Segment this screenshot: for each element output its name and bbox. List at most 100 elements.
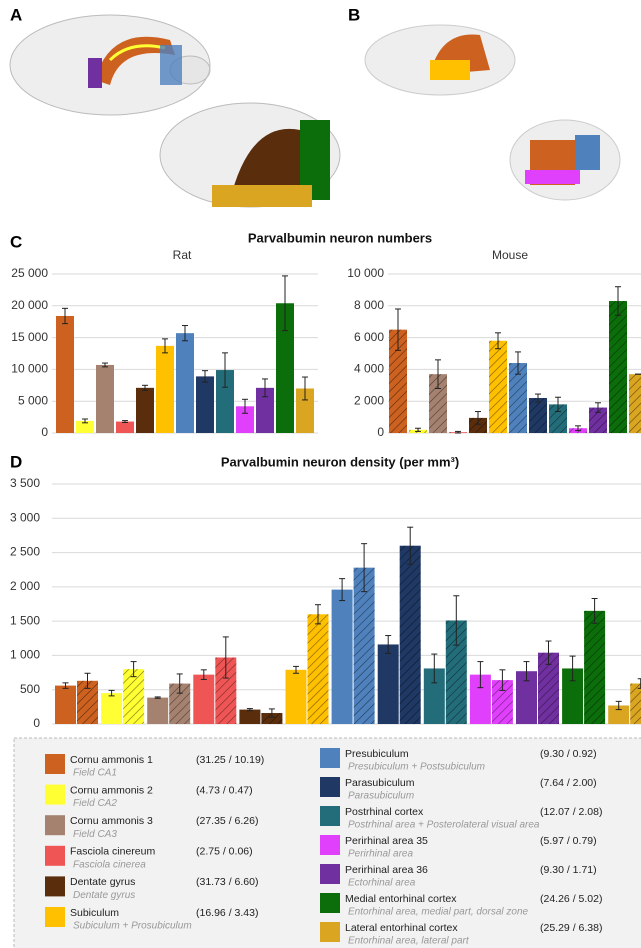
hatch [609,301,627,433]
bar [116,422,134,433]
legend-swatch [320,835,340,855]
legend-swatch [320,864,340,884]
legend-sublabel: Field CA2 [73,798,117,809]
hatch [400,546,421,724]
bar [193,675,214,724]
legend-name: Presubiculum [345,748,409,760]
y-tick-label: 2 500 [10,545,40,559]
bar [136,388,154,433]
hatch [308,614,329,724]
legend-name: Fasciola cinereum [70,846,155,858]
y-tick-label: 2 000 [10,579,40,593]
y-tick-label: 5 000 [18,393,48,407]
legend-volumes: (9.30 / 1.71) [540,864,597,876]
bar [196,376,214,433]
legend-sublabel: Perirhinal area [348,849,413,860]
y-tick-label: 8 000 [354,298,384,312]
legend-name: Perirhinal area 35 [345,835,428,847]
legend-name: Perirhinal area 36 [345,864,428,876]
brain-images [10,15,620,207]
figure: A B C D Parvalbumin neuron numbers Rat 0 5 000 1… [0,0,641,948]
legend-swatch [45,846,65,866]
legend-sublabel: Fasciola cinerea [73,859,146,870]
legend-sublabel: Entorhinal area, lateral part [348,936,470,947]
legend-volumes: (12.07 / 2.08) [540,806,602,818]
panel-label: C [10,232,22,251]
y-tick-label: 0 [33,716,40,730]
legend-swatch [320,893,340,913]
hatch [629,374,641,433]
legend-volumes: (31.73 / 6.60) [196,876,258,888]
legend-name: Dentate gyrus [70,876,135,888]
y-tick-label: 25 000 [11,266,48,280]
legend-sublabel: Subiculum + Prosubiculum [73,921,192,932]
legend-volumes: (25.29 / 6.38) [540,922,602,934]
hatch [630,684,641,724]
legend-swatch [320,922,340,942]
legend-sublabel: Field CA1 [73,768,117,779]
bar [332,590,353,724]
panel-label: A [10,5,22,24]
legend-swatch [45,785,65,805]
bar [156,346,174,433]
legend-volumes: (9.30 / 0.92) [540,748,597,760]
y-tick-label: 3 000 [10,510,40,524]
hatch [529,398,547,433]
legend-name: Cornu ammonis 1 [70,754,153,766]
y-tick-label: 2 000 [354,393,384,407]
y-tick-label: 1 000 [10,648,40,662]
bar [55,686,76,724]
bar [147,698,168,724]
legend-volumes: (2.75 / 0.06) [196,846,253,858]
chart-title: Parvalbumin neuron density (per mm³) [221,454,459,469]
bar [176,333,194,433]
bar [56,316,74,433]
legend-sublabel: Dentate gyrus [73,890,135,901]
legend-name: Cornu ammonis 2 [70,784,153,796]
legend-name: Medial entorhinal cortex [345,893,457,905]
y-tick-label: 10 000 [347,266,384,280]
legend-name: Postrhinal cortex [345,806,424,818]
legend-sublabel: Ectorhinal area [348,878,416,889]
legend-sublabel: Parasubiculum [348,791,414,802]
chart-title: Parvalbumin neuron numbers [248,230,432,245]
legend-name: Lateral entorhinal cortex [345,922,458,934]
legend-volumes: (27.35 / 6.26) [196,815,258,827]
y-tick-label: 10 000 [11,362,48,376]
legend-sublabel: Presubiculum + Postsubiculum [348,762,485,773]
legend-sublabel: Entorhinal area, medial part, dorsal zon… [348,907,529,918]
y-tick-label: 15 000 [11,330,48,344]
legend-name: Cornu ammonis 3 [70,815,153,827]
legend-swatch [45,876,65,896]
y-tick-label: 20 000 [11,298,48,312]
y-tick-label: 1 500 [10,613,40,627]
legend-name: Parasubiculum [345,777,415,789]
chart-subtitle: Rat [173,248,192,262]
legend-volumes: (31.25 / 10.19) [196,754,264,766]
hatch [584,611,605,724]
bar [239,710,260,724]
y-tick-label: 0 [377,425,384,439]
bar [286,670,307,724]
legend-swatch [45,907,65,927]
chart-subtitle: Mouse [492,248,528,262]
panel-label: D [10,452,22,471]
legend-volumes: (5.97 / 0.79) [540,835,597,847]
legend-swatch [320,748,340,768]
legend-sublabel: Field CA3 [73,829,117,840]
bar [96,365,114,433]
hatch [489,341,507,433]
y-tick-label: 6 000 [354,330,384,344]
legend-volumes: (4.73 / 0.47) [196,784,253,796]
y-tick-label: 0 [41,425,48,439]
y-tick-label: 3 500 [10,476,40,490]
hatch [123,669,144,724]
bar [101,693,122,724]
legend-sublabel: Postrhinal area + Posterolateral visual … [348,820,540,831]
legend-name: Subiculum [70,907,119,919]
legend-volumes: (16.96 / 3.43) [196,907,258,919]
legend-swatch [320,777,340,797]
legend-swatch [45,815,65,835]
panel-label: B [348,5,360,24]
y-tick-label: 500 [20,682,40,696]
